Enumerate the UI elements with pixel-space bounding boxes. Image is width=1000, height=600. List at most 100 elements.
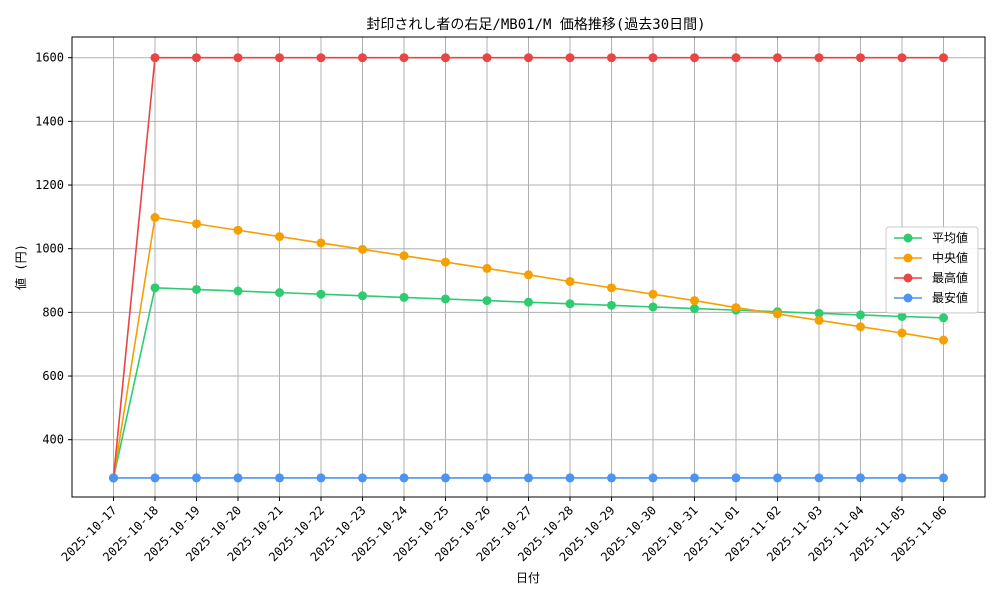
y-tick-label: 1600 xyxy=(35,51,64,65)
data-point xyxy=(524,53,533,63)
data-point xyxy=(939,473,948,483)
data-point xyxy=(316,473,326,483)
data-point xyxy=(897,473,907,483)
data-point xyxy=(233,225,243,235)
data-point xyxy=(773,53,782,63)
data-point xyxy=(399,53,409,63)
data-point xyxy=(773,473,782,483)
data-point xyxy=(897,53,907,63)
data-point xyxy=(192,284,201,294)
data-point xyxy=(731,53,741,63)
data-point xyxy=(814,308,824,318)
data-point xyxy=(856,322,865,332)
data-point xyxy=(814,53,824,63)
data-point xyxy=(275,473,284,483)
data-point xyxy=(399,251,409,261)
data-point xyxy=(275,232,284,242)
y-tick-label: 1400 xyxy=(35,114,64,128)
data-point xyxy=(648,289,658,299)
data-point xyxy=(441,257,450,267)
data-point xyxy=(316,53,326,63)
data-point xyxy=(524,297,533,307)
series-最安値 xyxy=(109,473,948,483)
data-point xyxy=(316,289,326,299)
data-point xyxy=(192,53,201,63)
data-point xyxy=(565,276,575,286)
data-point xyxy=(275,53,284,63)
data-point xyxy=(939,335,948,345)
data-point xyxy=(565,53,575,63)
data-point xyxy=(648,302,658,312)
data-point xyxy=(565,299,575,309)
data-point xyxy=(150,473,160,483)
data-point xyxy=(607,283,616,293)
data-point xyxy=(109,473,118,483)
data-point xyxy=(773,309,782,319)
data-point xyxy=(939,53,948,63)
y-axis-label: 値 (円) xyxy=(13,244,28,290)
data-point xyxy=(150,212,160,222)
data-point xyxy=(607,300,616,310)
grid xyxy=(72,37,985,497)
data-point xyxy=(814,473,824,483)
data-point xyxy=(856,53,865,63)
legend-label: 平均値 xyxy=(932,230,968,245)
series-layer xyxy=(109,53,948,483)
data-point xyxy=(731,303,741,313)
legend-marker xyxy=(903,233,913,243)
data-point xyxy=(731,473,741,483)
data-point xyxy=(192,473,201,483)
data-point xyxy=(441,294,450,304)
y-tick-label: 600 xyxy=(42,369,64,383)
data-point xyxy=(316,238,326,248)
y-tick-label: 1200 xyxy=(35,178,64,192)
legend-marker xyxy=(903,293,913,303)
x-axis-label: 日付 xyxy=(516,571,540,585)
data-point xyxy=(399,473,409,483)
series-平均値 xyxy=(109,283,948,483)
legend-label: 最高値 xyxy=(932,270,968,285)
data-point xyxy=(856,473,865,483)
series-中央値 xyxy=(109,212,948,483)
data-point xyxy=(856,310,865,320)
legend-label: 最安値 xyxy=(932,290,968,305)
data-point xyxy=(524,270,533,280)
data-point xyxy=(482,53,492,63)
data-point xyxy=(897,312,907,322)
data-point xyxy=(939,313,948,323)
data-point xyxy=(482,263,492,273)
data-point xyxy=(648,53,658,63)
data-point xyxy=(690,473,699,483)
data-point xyxy=(897,328,907,338)
legend-marker xyxy=(903,253,913,263)
series-最高値 xyxy=(109,53,948,483)
chart-title: 封印されし者の右足/MB01/M 価格推移(過去30日間) xyxy=(366,17,705,33)
data-point xyxy=(441,53,450,63)
legend-label: 中央値 xyxy=(932,250,968,265)
data-point xyxy=(358,291,367,301)
data-point xyxy=(690,304,699,314)
data-point xyxy=(607,473,616,483)
data-point xyxy=(358,53,367,63)
data-point xyxy=(690,53,699,63)
legend-marker xyxy=(903,273,913,283)
data-point xyxy=(814,315,824,325)
y-tick-label: 400 xyxy=(42,433,64,447)
data-point xyxy=(565,473,575,483)
x-axis-ticks: 2025-10-172025-10-182025-10-192025-10-20… xyxy=(59,497,950,564)
data-point xyxy=(482,473,492,483)
data-point xyxy=(607,53,616,63)
data-point xyxy=(399,292,409,302)
data-point xyxy=(441,473,450,483)
data-point xyxy=(150,53,160,63)
data-point xyxy=(482,296,492,306)
data-point xyxy=(233,53,243,63)
y-tick-label: 1000 xyxy=(35,242,64,256)
data-point xyxy=(233,473,243,483)
data-point xyxy=(648,473,658,483)
data-point xyxy=(275,288,284,298)
data-point xyxy=(524,473,533,483)
y-tick-label: 800 xyxy=(42,305,64,319)
